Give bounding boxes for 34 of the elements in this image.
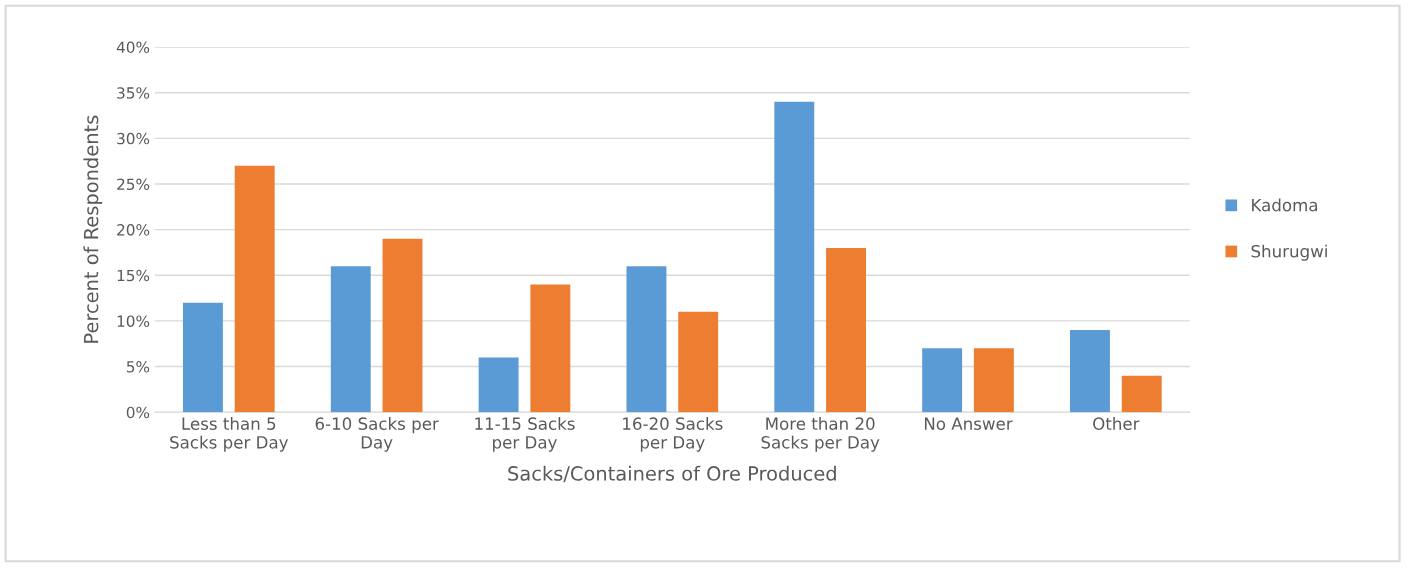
x-axis-title: Sacks/Containers of Ore Produced	[508, 465, 836, 483]
y-axis-title: Percent of Respondents	[83, 115, 103, 343]
bar	[182, 302, 223, 413]
bar	[330, 266, 371, 413]
x-tick-label: No Answer	[924, 417, 1013, 430]
bar	[382, 238, 423, 413]
x-tick-label: Less than 5 Sacks per Day	[170, 417, 289, 452]
x-tick-label: 6-10 Sacks per Day	[315, 417, 439, 452]
legend-label: Kadoma	[1252, 198, 1318, 212]
y-tick-label: 0%	[126, 406, 150, 419]
y-tick-label: 35%	[117, 87, 150, 99]
bar	[678, 311, 719, 413]
bar	[973, 348, 1014, 413]
y-tick-label: 10%	[117, 315, 150, 327]
bar	[626, 266, 667, 413]
x-tick-label: More than 20 Sacks per Day	[761, 417, 880, 452]
y-tick-label: 25%	[117, 178, 150, 191]
bar	[826, 247, 866, 413]
x-tick-label: Other	[1093, 417, 1140, 430]
bar	[774, 101, 815, 413]
bar	[478, 357, 519, 413]
y-tick-label: 40%	[116, 41, 150, 54]
legend-label: Shurugwi	[1251, 244, 1327, 261]
bar	[922, 348, 963, 413]
y-tick-label: 5%	[126, 361, 150, 373]
x-tick-label: 11-15 Sacks per Day	[475, 417, 575, 452]
bar	[1121, 375, 1162, 413]
bar	[234, 165, 275, 413]
bar	[530, 284, 571, 413]
y-tick-label: 15%	[117, 269, 150, 282]
y-tick-label: 20%	[117, 224, 150, 236]
x-tick-label: 16-20 Sacks per Day	[623, 417, 723, 452]
y-tick-label: 30%	[117, 132, 150, 145]
bar	[1070, 330, 1110, 413]
